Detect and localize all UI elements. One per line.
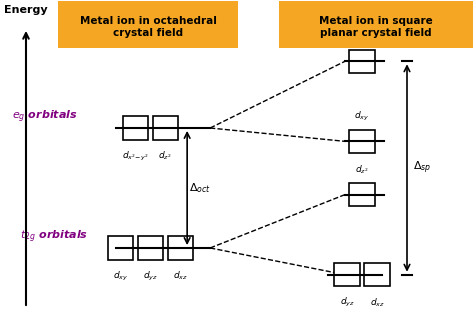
Text: $\Delta_{sp}$: $\Delta_{sp}$ xyxy=(412,160,431,176)
Text: Metal ion in square
planar crystal field: Metal ion in square planar crystal field xyxy=(319,16,433,38)
Text: $d_{xz}$: $d_{xz}$ xyxy=(370,296,384,309)
FancyBboxPatch shape xyxy=(349,183,375,206)
Text: Energy: Energy xyxy=(4,5,48,15)
FancyBboxPatch shape xyxy=(365,263,390,286)
Text: $t_{2g}$ orbitals: $t_{2g}$ orbitals xyxy=(19,228,88,245)
FancyBboxPatch shape xyxy=(168,236,193,260)
Text: $d_{yz}$: $d_{yz}$ xyxy=(143,269,158,283)
Text: Metal ion in octahedral
crystal field: Metal ion in octahedral crystal field xyxy=(80,16,217,38)
Text: $d_{xy}$: $d_{xy}$ xyxy=(355,110,370,123)
Text: $e_g$ orbitals: $e_g$ orbitals xyxy=(11,108,77,125)
FancyBboxPatch shape xyxy=(335,263,360,286)
Text: $d_{xy}$: $d_{xy}$ xyxy=(113,269,128,283)
FancyBboxPatch shape xyxy=(279,0,473,48)
Text: $d_{z^2}$: $d_{z^2}$ xyxy=(158,150,172,162)
Text: $d_{x^2\!-\!y^2}$: $d_{x^2\!-\!y^2}$ xyxy=(122,150,149,163)
FancyBboxPatch shape xyxy=(108,236,133,260)
FancyBboxPatch shape xyxy=(137,236,163,260)
Text: $d_{xz}$: $d_{xz}$ xyxy=(173,269,188,282)
FancyBboxPatch shape xyxy=(58,0,238,48)
Text: $\Delta_{oct}$: $\Delta_{oct}$ xyxy=(190,181,211,195)
FancyBboxPatch shape xyxy=(349,50,375,73)
FancyBboxPatch shape xyxy=(153,116,178,140)
Text: $d_{z^2}$: $d_{z^2}$ xyxy=(356,164,369,176)
FancyBboxPatch shape xyxy=(123,116,148,140)
Text: $d_{yz}$: $d_{yz}$ xyxy=(340,296,355,309)
FancyBboxPatch shape xyxy=(349,130,375,153)
Text: $d_{x^2\!-\!y^2}$: $d_{x^2\!-\!y^2}$ xyxy=(349,30,375,43)
